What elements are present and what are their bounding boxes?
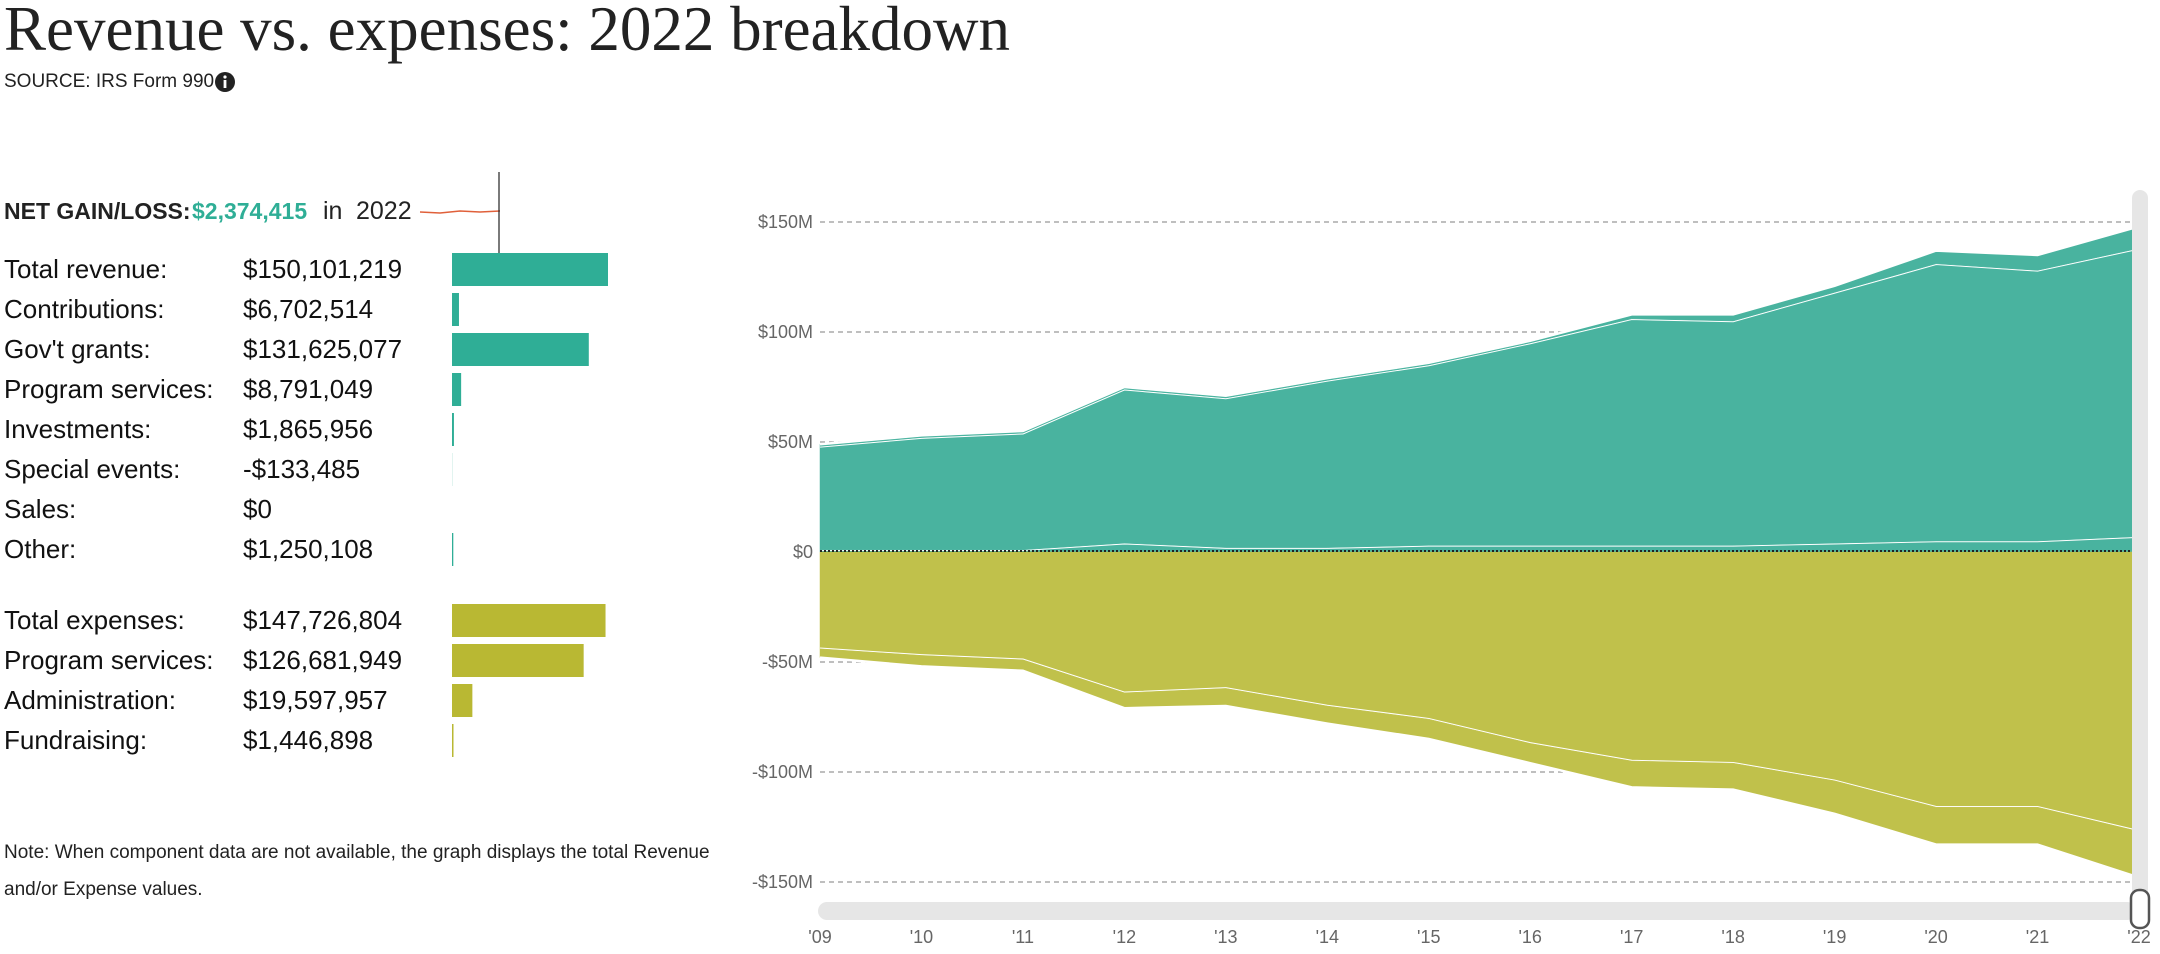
row-bar [452, 724, 454, 757]
x-tick-label: '14 [1316, 927, 1339, 947]
row-bar [452, 253, 608, 286]
row-value: $1,250,108 [243, 534, 373, 564]
row-label: Program services: [4, 374, 214, 404]
y-tick-label: -$150M [752, 872, 813, 892]
source: SOURCE: IRS Form 990 [4, 71, 214, 92]
row-label: Total revenue: [4, 254, 167, 284]
row-value: $1,865,956 [243, 414, 373, 444]
sparkline [419, 210, 501, 214]
net-label: NET GAIN/LOSS: [4, 198, 191, 224]
x-tick-label: '16 [1518, 927, 1541, 947]
row-label: Contributions: [4, 294, 164, 324]
row-bar [452, 413, 454, 446]
x-tick-label: '10 [910, 927, 933, 947]
row-label: Total expenses: [4, 605, 185, 635]
row-label: Sales: [4, 494, 76, 524]
y-tick-label: $100M [758, 322, 813, 342]
x-tick-label: '09 [808, 927, 831, 947]
net-value: $2,374,415 [192, 198, 307, 224]
row-value: $150,101,219 [243, 254, 402, 284]
row-bar [452, 333, 589, 366]
x-tick-label: '17 [1620, 927, 1643, 947]
row-label: Program services: [4, 645, 214, 675]
row-value: $131,625,077 [243, 334, 402, 364]
y-tick-label: $150M [758, 212, 813, 232]
row-value: $147,726,804 [243, 605, 402, 635]
row-value: -$133,485 [243, 454, 360, 484]
x-tick-label: '20 [1924, 927, 1947, 947]
net-in: in [323, 197, 342, 225]
row-value: $0 [243, 494, 272, 524]
row-value: $8,791,049 [243, 374, 373, 404]
row-value: $19,597,957 [243, 685, 388, 715]
scroll-handle[interactable] [2129, 888, 2151, 930]
x-tick-label: '21 [2026, 927, 2049, 947]
note: Note: When component data are not availa… [4, 842, 710, 900]
x-tick-label: '18 [1721, 927, 1744, 947]
y-tick-label: $50M [768, 432, 813, 452]
x-tick-label: '12 [1113, 927, 1136, 947]
y-tick-label: $0 [793, 542, 813, 562]
row-label: Gov't grants: [4, 334, 151, 364]
scrollbar-v[interactable] [2132, 190, 2148, 920]
x-tick-label: '11 [1012, 927, 1034, 947]
row-label: Fundraising: [4, 725, 147, 755]
row-bar [452, 604, 606, 637]
area [819, 248, 2140, 551]
row-label: Special events: [4, 454, 180, 484]
scrollbar[interactable] [818, 902, 2136, 920]
x-tick-label: '19 [1823, 927, 1846, 947]
row-bar [452, 684, 473, 717]
row-label: Other: [4, 534, 76, 564]
x-tick-label: '22 [2127, 927, 2150, 947]
page-title: Revenue vs. expenses: 2022 breakdown [4, 0, 1010, 64]
x-tick-label: '13 [1214, 927, 1237, 947]
row-bar [452, 373, 462, 406]
area [819, 551, 2140, 832]
row-bar [452, 644, 584, 677]
row-value: $1,446,898 [243, 725, 373, 755]
row-bar [452, 293, 459, 326]
x-tick-label: '15 [1417, 927, 1440, 947]
row-value: $126,681,949 [243, 645, 402, 675]
row-value: $6,702,514 [243, 294, 373, 324]
row-label: Investments: [4, 414, 151, 444]
net-year: 2022 [356, 197, 412, 225]
area-edge [819, 656, 2140, 879]
area-edge [819, 225, 2140, 446]
row-label: Administration: [4, 685, 176, 715]
y-tick-label: -$100M [752, 762, 813, 782]
y-tick-label: -$50M [762, 652, 813, 672]
info-icon[interactable] [215, 72, 235, 92]
row-bar [452, 533, 454, 566]
